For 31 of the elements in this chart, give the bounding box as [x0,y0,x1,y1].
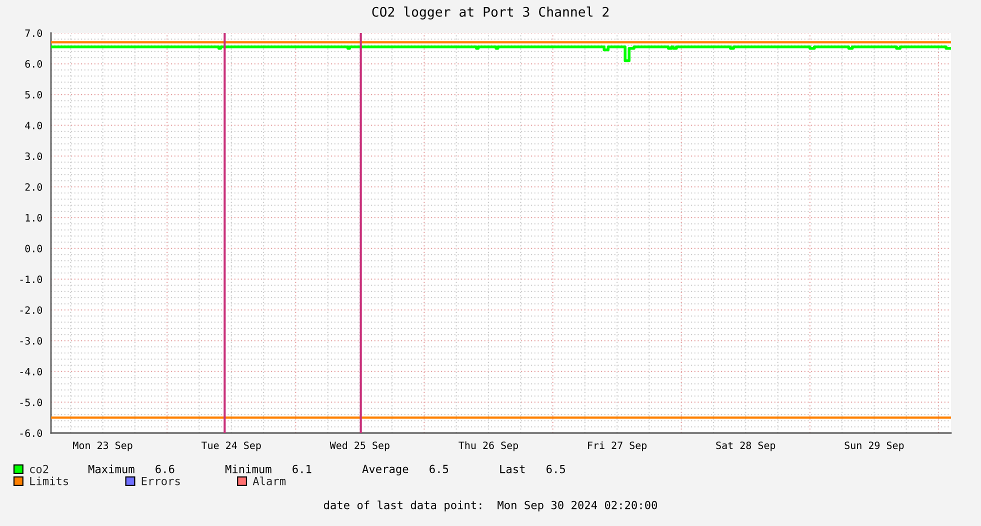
text: Minimum 6.1 [225,464,312,474]
text: Maximum 6.6 [88,464,174,474]
y-tick-label: 5.0 [25,90,42,99]
y-tick-label: 4.0 [25,122,42,130]
y-tick-label: 7.0 [25,29,42,37]
y-tick-label: -5.0 [20,398,42,406]
chart-title: CO2 logger at Port 3 Channel 2 [372,6,609,20]
x-tick-label: Thu 26 Sep [458,441,518,452]
y-tick-label: 3.0 [25,152,42,160]
legend-label: Limits [30,476,68,486]
legend-label: co2 [30,464,48,474]
y-tick-label: 6.0 [25,60,42,68]
x-tick-label: Fri 27 Sep [588,441,647,452]
x-tick-label: Sun 29 Sep [844,442,904,452]
y-tick-label: 2.0 [25,183,42,191]
y-tick-label: -4.0 [20,368,42,376]
text: Last 6.5 [500,464,566,474]
y-tick-label: -6.0 [20,429,42,437]
legend-label: Errors [142,476,180,486]
x-tick-label: Tue 24 Sep [201,442,261,452]
text: Average 6.5 [362,464,448,476]
x-tick-label: Wed 25 Sep [330,441,390,452]
text: date of last data point: Mon Sep 30 2024 02:20:00 [324,500,658,512]
y-tick-label: -2.0 [20,306,42,314]
y-tick-label: 1.0 [26,214,42,222]
y-tick-label: 0.0 [25,244,42,252]
y-tick-label: -1.0 [20,276,42,284]
y-tick-label: -3.0 [20,337,42,345]
x-tick-label: Mon 23 Sep [73,442,132,452]
legend-label: Alarm [252,476,286,486]
x-tick-label: Sat 28 Sep [716,442,776,452]
